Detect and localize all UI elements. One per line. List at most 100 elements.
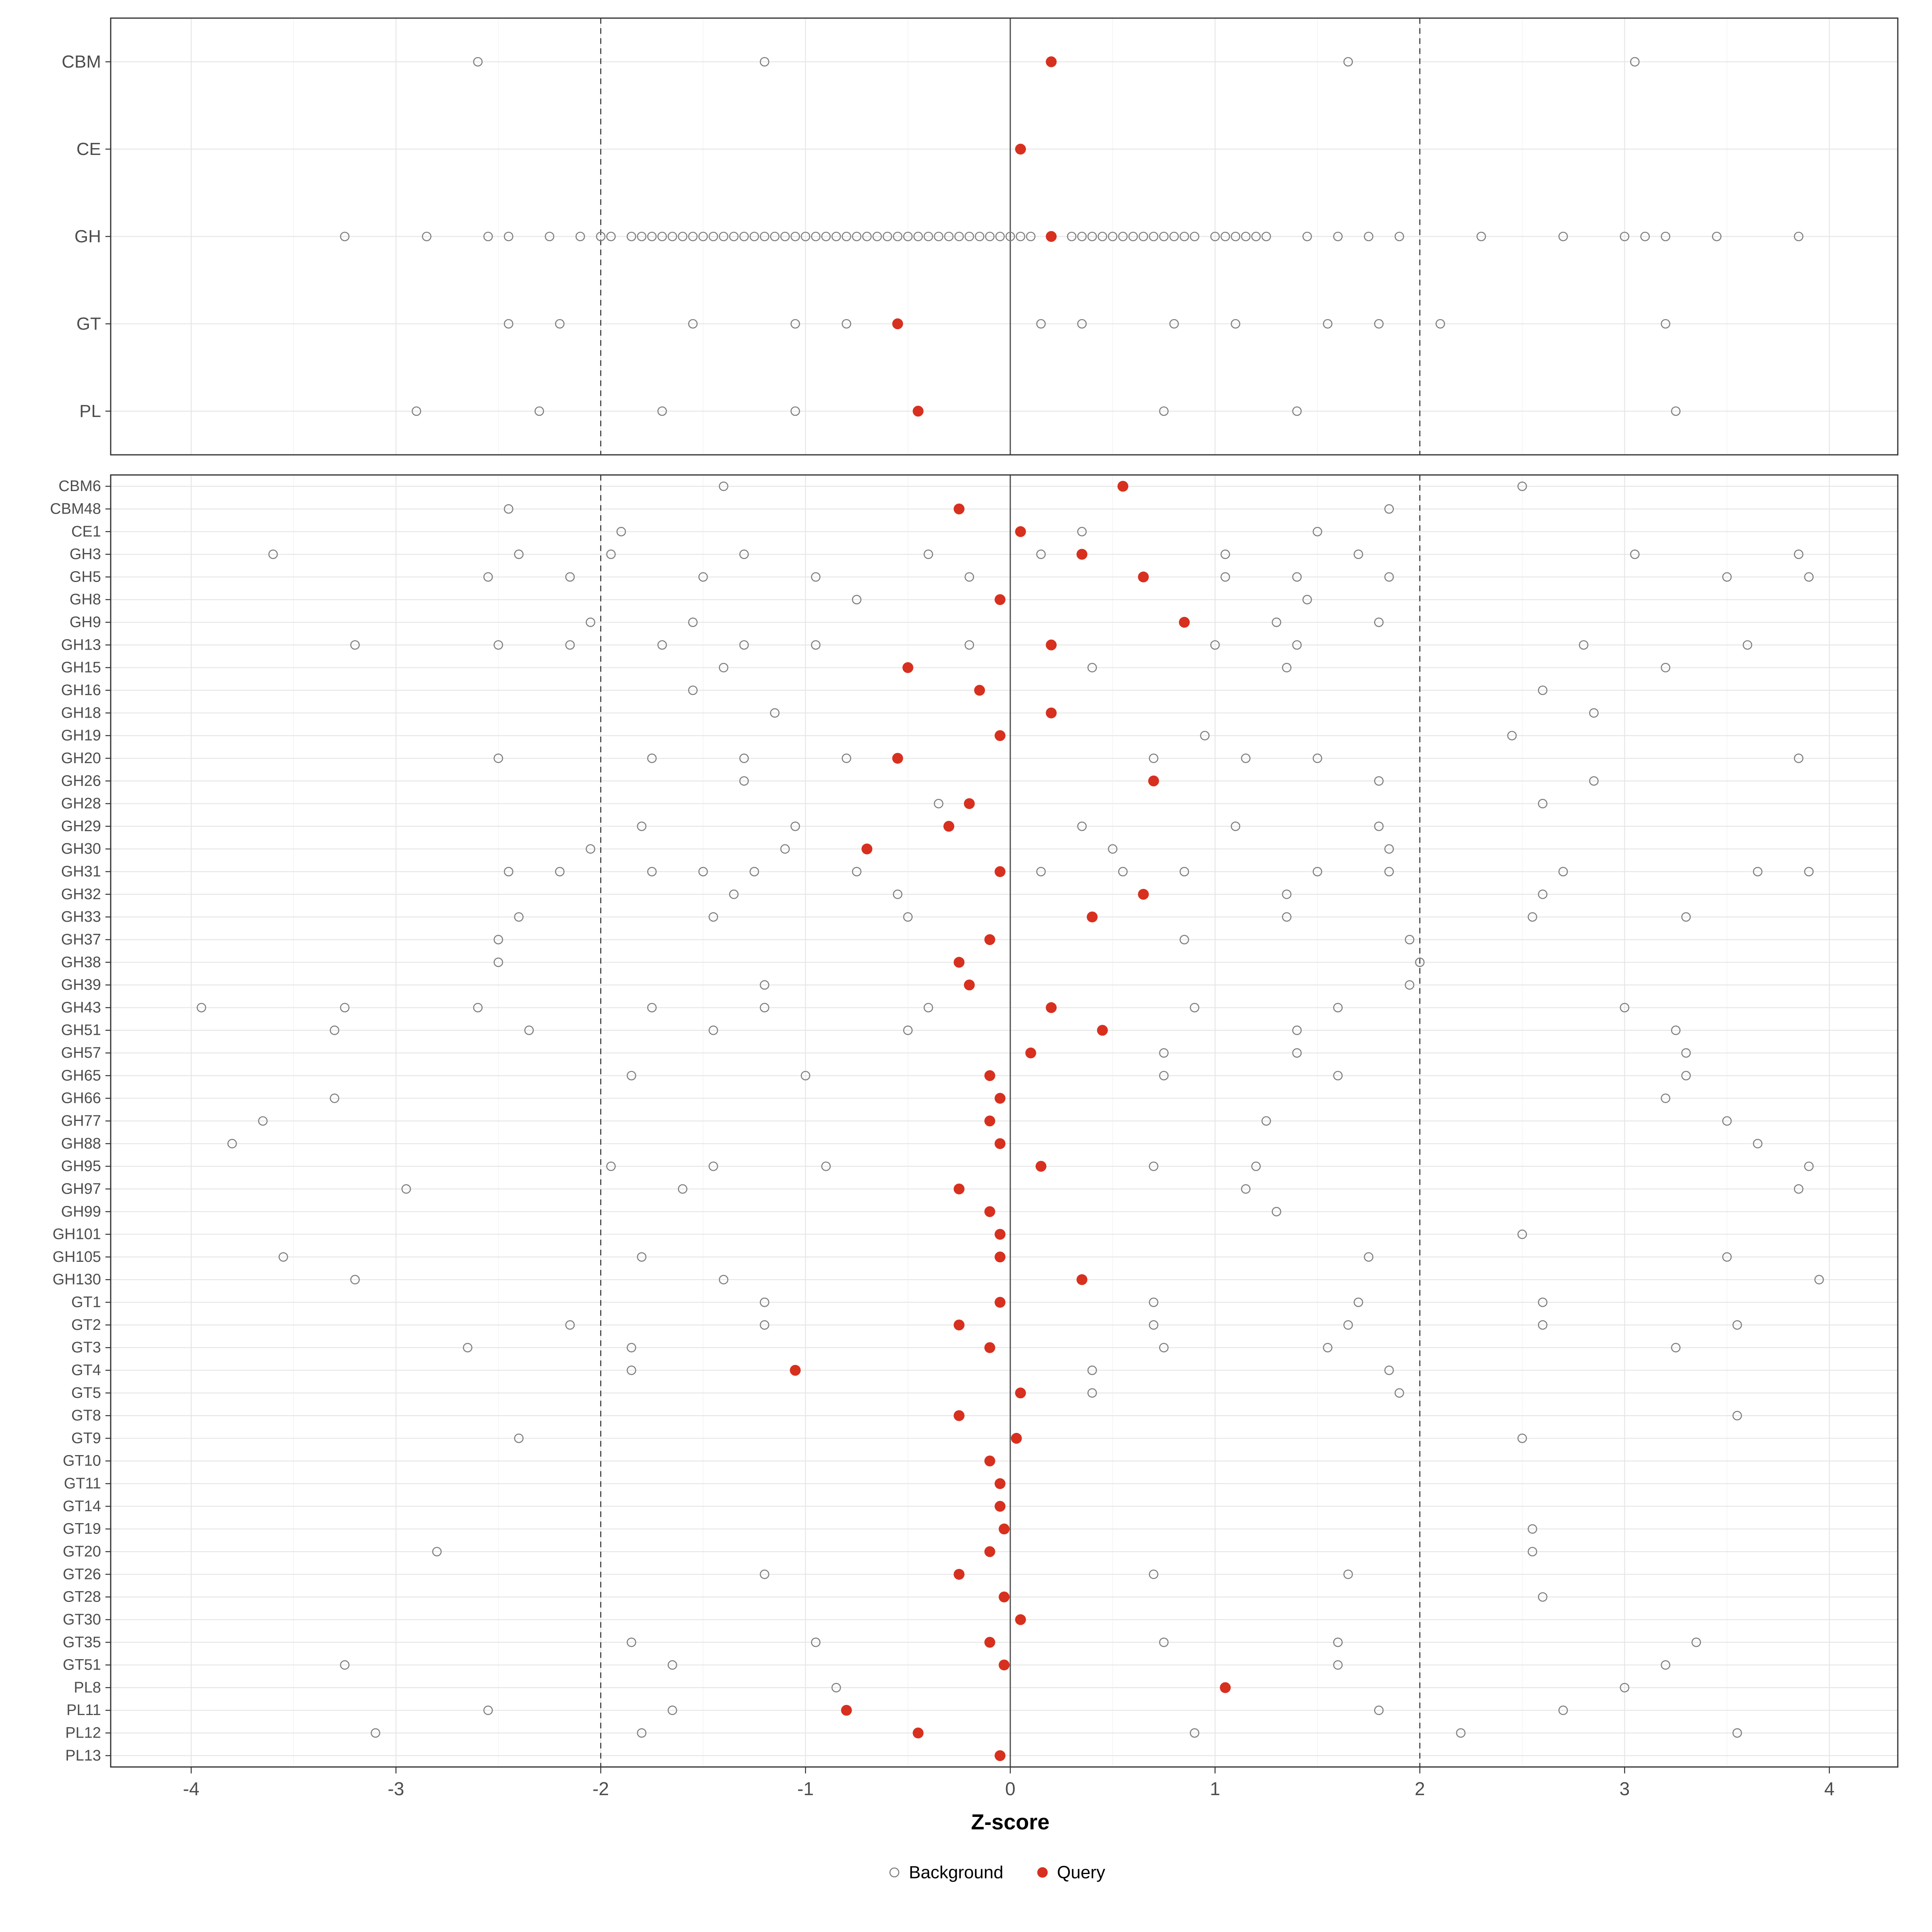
background-point xyxy=(1282,663,1292,673)
background-point xyxy=(749,231,759,242)
background-point xyxy=(647,753,657,763)
background-point xyxy=(1128,231,1138,242)
background-point xyxy=(196,1003,206,1013)
background-point xyxy=(514,912,524,922)
row-label: GH33 xyxy=(61,908,101,925)
background-point xyxy=(760,1003,770,1013)
background-point xyxy=(1661,231,1670,242)
query-point xyxy=(943,821,954,832)
background-point xyxy=(1405,935,1414,945)
background-point xyxy=(1149,753,1158,763)
background-point xyxy=(1732,1411,1742,1420)
background-point xyxy=(1620,1003,1630,1013)
background-point xyxy=(1210,640,1220,650)
query-point xyxy=(995,866,1006,877)
background-point xyxy=(1313,867,1322,877)
background-point xyxy=(545,231,555,242)
row-label: GH37 xyxy=(61,931,101,948)
background-point xyxy=(647,867,657,877)
query-point xyxy=(984,1546,995,1557)
background-point xyxy=(1661,1093,1670,1103)
background-point xyxy=(1384,504,1394,514)
x-tick-label: -4 xyxy=(183,1778,200,1799)
background-point xyxy=(770,231,780,242)
background-point xyxy=(1589,708,1599,718)
background-point xyxy=(749,867,759,877)
background-point xyxy=(1374,822,1384,831)
background-point xyxy=(1292,1048,1302,1058)
background-point xyxy=(1261,1116,1271,1126)
background-point xyxy=(791,319,800,329)
query-point xyxy=(1011,1432,1022,1444)
background-point xyxy=(1712,231,1721,242)
row-label: GH31 xyxy=(61,863,101,880)
background-point xyxy=(1558,867,1568,877)
background-point xyxy=(463,1343,473,1352)
row-label: PL12 xyxy=(65,1725,101,1742)
background-point xyxy=(1681,1071,1691,1081)
background-point xyxy=(647,231,657,242)
background-point xyxy=(1527,912,1538,922)
query-point xyxy=(984,1070,995,1081)
x-axis-title: Z-score xyxy=(971,1810,1049,1834)
background-point xyxy=(1323,319,1333,329)
background-point xyxy=(760,1297,770,1307)
background-point xyxy=(1794,231,1804,242)
row-label: GH88 xyxy=(61,1135,101,1152)
background-point xyxy=(227,1139,237,1149)
query-point xyxy=(984,1342,995,1353)
background-point xyxy=(1804,1161,1814,1171)
background-point xyxy=(882,231,892,242)
background-point xyxy=(1118,231,1128,242)
background-point xyxy=(606,1161,616,1171)
query-point xyxy=(912,406,924,417)
background-point xyxy=(903,1025,913,1035)
background-point xyxy=(739,640,749,650)
background-point xyxy=(934,799,943,809)
x-tick-label: -3 xyxy=(388,1778,404,1799)
background-point xyxy=(1405,980,1414,990)
background-point xyxy=(1384,572,1394,582)
background-point xyxy=(1159,1071,1169,1081)
background-point xyxy=(1794,549,1804,559)
background-point xyxy=(667,231,677,242)
background-point xyxy=(1159,231,1169,242)
background-point xyxy=(842,319,851,329)
background-point xyxy=(893,890,902,899)
background-point xyxy=(1230,319,1241,329)
background-point xyxy=(1579,640,1589,650)
row-label: GT10 xyxy=(63,1453,101,1470)
background-point xyxy=(1374,776,1384,786)
background-point xyxy=(1364,1252,1374,1262)
background-point xyxy=(1159,1343,1169,1352)
query-point xyxy=(999,1591,1010,1603)
row-label: GT5 xyxy=(71,1385,101,1402)
background-point xyxy=(1149,231,1158,242)
background-point xyxy=(1241,1184,1251,1194)
row-label: GH28 xyxy=(61,795,101,812)
background-point xyxy=(1282,890,1292,899)
query-point xyxy=(1046,56,1057,67)
row-label: PL8 xyxy=(74,1679,101,1696)
background-point xyxy=(565,1320,575,1330)
background-point xyxy=(739,549,749,559)
row-label: GH32 xyxy=(61,886,101,903)
background-point xyxy=(944,231,954,242)
background-point xyxy=(842,753,851,763)
background-point xyxy=(1722,1116,1732,1126)
background-point xyxy=(1384,844,1394,854)
query-point xyxy=(1046,707,1057,718)
row-label: GH26 xyxy=(61,772,101,789)
background-point xyxy=(340,231,350,242)
background-point xyxy=(698,231,708,242)
legend-background-marker-icon xyxy=(889,1867,900,1878)
query-point xyxy=(995,1501,1006,1512)
query-point xyxy=(984,934,995,945)
background-point xyxy=(729,231,739,242)
background-point xyxy=(1241,753,1251,763)
background-point xyxy=(657,406,667,416)
background-point xyxy=(1251,1161,1261,1171)
query-point xyxy=(1046,1002,1057,1013)
query-point xyxy=(1220,1682,1231,1693)
background-point xyxy=(1691,1637,1701,1647)
